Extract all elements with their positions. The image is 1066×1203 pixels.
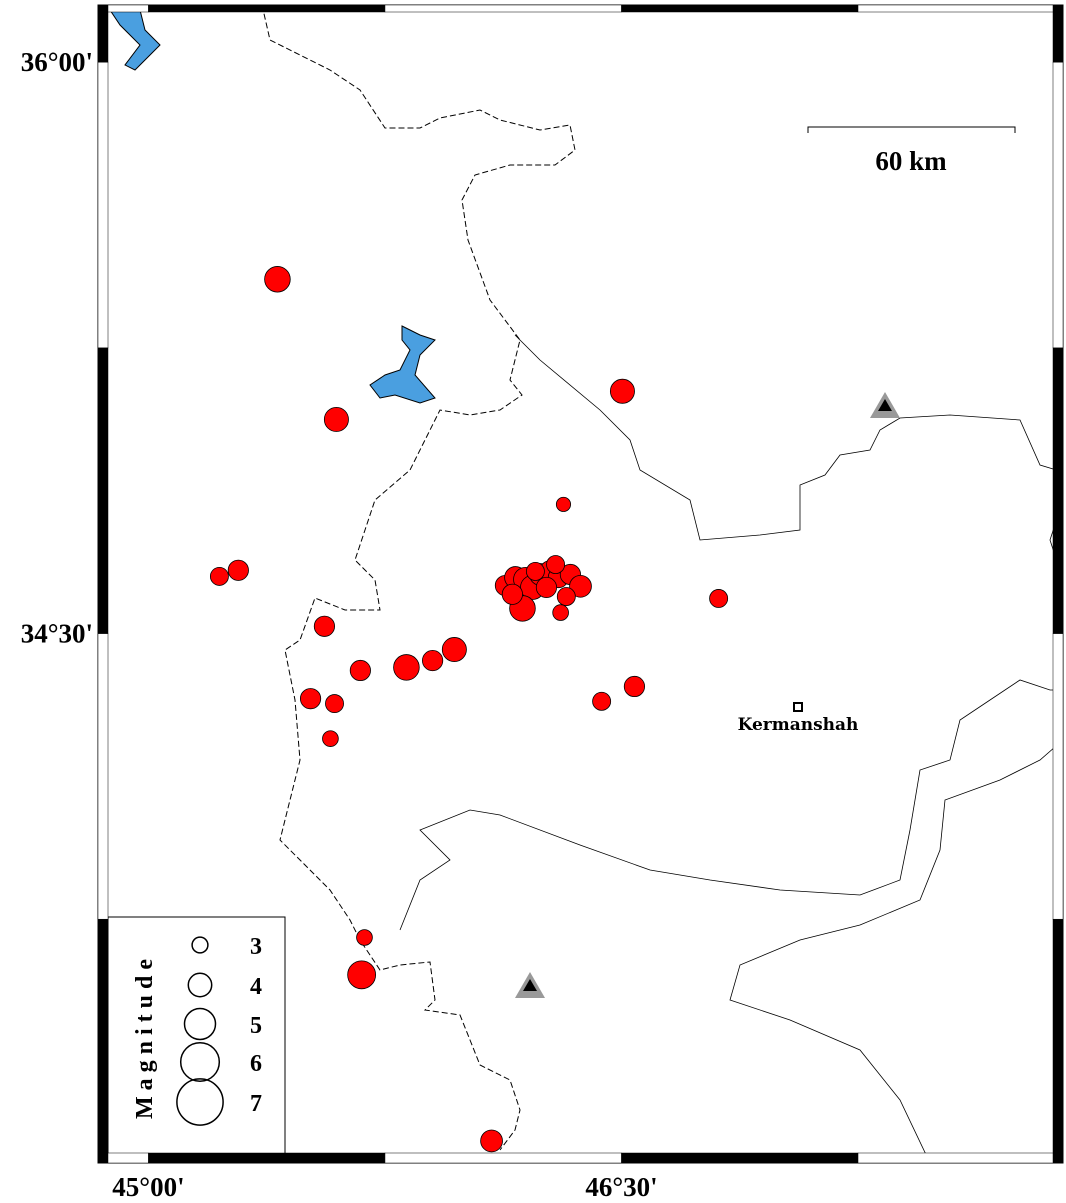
earthquake bbox=[501, 583, 523, 605]
frame-segment bbox=[97, 633, 109, 920]
frame-segment bbox=[97, 918, 109, 1164]
earthquake bbox=[555, 496, 572, 512]
earthquake bbox=[535, 576, 558, 599]
legend-circle bbox=[183, 1007, 217, 1041]
frame-segment bbox=[384, 4, 622, 13]
frame-segment bbox=[1052, 4, 1064, 63]
frame-segment bbox=[857, 1152, 1064, 1164]
earthquake bbox=[569, 574, 592, 598]
frame-segment bbox=[1052, 918, 1064, 1164]
earthquake bbox=[480, 1129, 503, 1153]
earthquake bbox=[349, 659, 371, 682]
earthquake bbox=[556, 587, 576, 607]
earthquake bbox=[441, 637, 467, 662]
station bbox=[523, 979, 537, 991]
province-border bbox=[514, 334, 1064, 541]
earthquake bbox=[525, 561, 545, 581]
frame-segment bbox=[621, 1152, 859, 1164]
lon-tick-label: 46°30' bbox=[585, 1172, 657, 1202]
legend-box bbox=[107, 916, 286, 1156]
earthquake bbox=[323, 406, 349, 432]
frame-segment bbox=[621, 4, 859, 13]
frame-segment bbox=[148, 1152, 386, 1164]
base-layers: Kermanshah 60 km bbox=[109, 4, 1064, 1164]
earthquake bbox=[227, 559, 249, 581]
lon-tick-label: 45°00' bbox=[112, 1172, 184, 1202]
lat-tick-label: 34°30' bbox=[21, 619, 93, 649]
earthquake bbox=[422, 649, 444, 672]
earthquake bbox=[552, 604, 569, 621]
frame-segment bbox=[97, 61, 109, 349]
legend-label: 4 bbox=[250, 974, 262, 1000]
earthquake bbox=[264, 266, 291, 293]
earthquake bbox=[209, 566, 229, 586]
frame-segment bbox=[97, 347, 109, 634]
city-marker bbox=[793, 702, 803, 712]
earthquake bbox=[356, 929, 373, 946]
legend-label: 5 bbox=[250, 1013, 262, 1039]
earthquake bbox=[313, 615, 336, 637]
earthquake bbox=[322, 730, 339, 747]
frame-segment bbox=[384, 1152, 622, 1164]
earthquake bbox=[709, 589, 729, 608]
legend-title: Magnitude bbox=[132, 953, 158, 1119]
province-border bbox=[729, 739, 1064, 1164]
legend-circle bbox=[179, 1041, 221, 1083]
earthquake bbox=[299, 688, 322, 710]
city-label: Kermanshah bbox=[738, 715, 859, 735]
earthquake bbox=[609, 378, 635, 404]
earthquake bbox=[325, 694, 344, 714]
events bbox=[209, 266, 729, 1153]
legend-label: 3 bbox=[250, 934, 262, 960]
earthquake bbox=[393, 654, 420, 681]
lake bbox=[109, 9, 161, 71]
legend-circle bbox=[187, 972, 213, 998]
frame-segment bbox=[857, 4, 1064, 13]
frame-segment bbox=[1052, 347, 1064, 634]
legend-label: 7 bbox=[250, 1091, 262, 1117]
frame-segment bbox=[148, 4, 386, 13]
station bbox=[878, 399, 892, 411]
legend-circle bbox=[191, 936, 209, 954]
scale-label: 60 km bbox=[875, 146, 947, 176]
legend-circle bbox=[176, 1078, 224, 1126]
frame-segment bbox=[1052, 61, 1064, 349]
earthquake bbox=[347, 960, 377, 990]
lat-tick-label: 36°00' bbox=[21, 47, 93, 77]
frame-segment bbox=[1052, 633, 1064, 920]
international-border bbox=[261, 4, 576, 1151]
scale-bar bbox=[807, 126, 1016, 133]
earthquake bbox=[623, 675, 646, 698]
frame-segment bbox=[97, 4, 109, 63]
legend-label: 6 bbox=[250, 1051, 262, 1077]
province-border bbox=[399, 679, 1063, 931]
earthquake bbox=[546, 555, 566, 575]
earthquake bbox=[592, 691, 612, 711]
lake bbox=[369, 325, 436, 404]
